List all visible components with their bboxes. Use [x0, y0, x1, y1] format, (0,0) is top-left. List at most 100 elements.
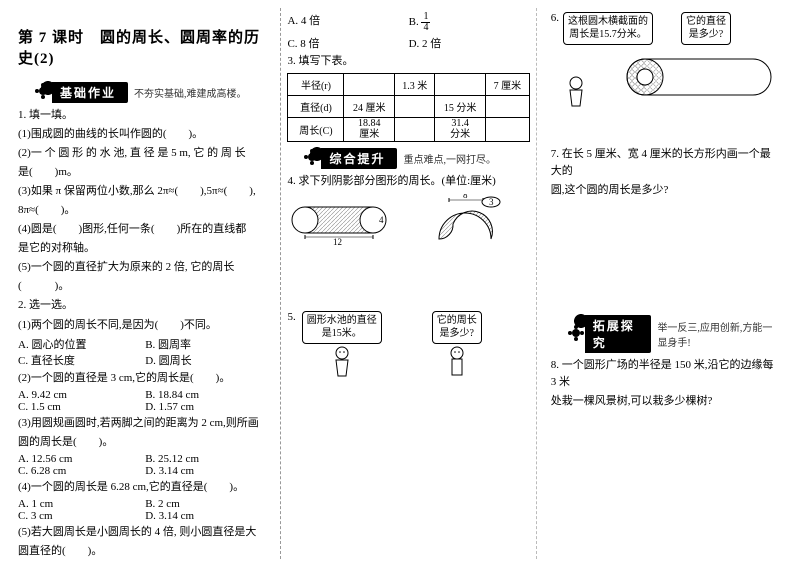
opt: C. 6.28 cm — [18, 465, 145, 477]
opt: C. 8 倍 — [287, 35, 408, 51]
q2-1-opts: A. 圆心的位置 B. 圆周率 C. 直径长度 D. 圆周长 — [18, 336, 272, 368]
q3-stem: 3. 填写下表。 — [287, 53, 529, 70]
q1-2a: (2)一 个 圆 形 的 水 池, 直 径 是 5 m, 它 的 周 长 — [18, 145, 272, 162]
q1-1: (1)围成圆的曲线的长叫作圆的( )。 — [18, 126, 272, 143]
ext-badge: 拓展探究 — [585, 315, 652, 353]
q2-5-optsAB: A. 4 倍 B. 14 — [287, 12, 529, 33]
bubble-text: 是多少? — [689, 29, 723, 40]
up-badge: 综合提升 — [321, 148, 397, 169]
speech-bubble: 圆形水池的直径 是15米。 — [302, 311, 382, 344]
column-right: 6. 这根圆木横截面的 周长是15.7分米。 它的直径 是多少? — [545, 8, 781, 559]
ext-sub: 举一反三,应用创新,方能一显身手! — [657, 319, 781, 349]
cell — [344, 74, 395, 96]
opt: A. 1 cm — [18, 498, 145, 510]
opt: A. 圆心的位置 — [18, 336, 145, 352]
opt: A. 4 倍 — [287, 12, 408, 33]
q1-3a: (3)如果 π 保留两位小数,那么 2π≈( ),5π≈( ), — [18, 183, 272, 200]
column-left: 第 7 课时 圆的周长、圆周率的历史(2) 基础作业 不夯实基础,难建成高楼。 … — [18, 8, 272, 559]
q1-stem: 1. 填一填。 — [18, 107, 272, 124]
cell — [435, 74, 486, 96]
opt: C. 1.5 cm — [18, 401, 145, 413]
crescent-shape-icon: 8 3 — [409, 194, 509, 257]
cell-text: 31.4 — [451, 118, 469, 129]
bubble-text: 周长是15.7分米。 — [569, 29, 647, 40]
svg-text:8: 8 — [463, 194, 468, 200]
opt: D. 1.57 cm — [145, 401, 272, 413]
table-row: 半径(r) 1.3 米 7 厘米 — [288, 74, 529, 96]
q4-figures: 4 12 8 3 — [291, 194, 529, 257]
basic-sub: 不夯实基础,难建成高楼。 — [134, 85, 247, 100]
th-c: 周长(C) — [288, 118, 344, 142]
q1-4b: 是它的对称轴。 — [18, 240, 272, 257]
opt: C. 直径长度 — [18, 352, 145, 368]
opt: B. 2 cm — [145, 498, 272, 510]
bubble-text: 是多少? — [439, 328, 473, 339]
cell — [485, 96, 529, 118]
bubble-text: 圆形水池的直径 — [307, 315, 377, 326]
q7a: 7. 在长 5 厘米、宽 4 厘米的长方形内画一个最大的 — [551, 146, 781, 180]
cell-text: 18.84 — [358, 118, 381, 129]
q6-label: 6. — [551, 12, 559, 24]
table-row: 周长(C) 18.84厘米 31.4分米 — [288, 118, 529, 142]
girl-icon — [329, 344, 355, 380]
bubble-text: 是15米。 — [322, 328, 362, 339]
q5-row: 5. 圆形水池的直径 是15米。 它的周长 是多少? — [287, 311, 529, 380]
svg-text:4: 4 — [379, 215, 384, 225]
svg-text:3: 3 — [489, 197, 494, 207]
q2-5-optsCD: C. 8 倍 D. 2 倍 — [287, 35, 529, 51]
speech-bubble: 它的周长 是多少? — [432, 311, 482, 344]
cell — [485, 118, 529, 142]
q6-row: 6. 这根圆木横截面的 周长是15.7分米。 它的直径 是多少? — [551, 12, 781, 110]
svg-text:12: 12 — [333, 237, 342, 247]
cell — [394, 118, 434, 142]
opt: C. 3 cm — [18, 510, 145, 522]
track-shape-icon: 4 12 — [291, 199, 387, 252]
up-sub: 重点难点,一网打尽。 — [403, 151, 496, 166]
opt: B. 圆周率 — [145, 336, 272, 352]
q2-5a: (5)若大圆周长是小圆周长的 4 倍, 则小圆直径是大 — [18, 524, 272, 541]
q2-4: (4)一个圆的周长是 6.28 cm,它的直径是( )。 — [18, 479, 272, 496]
q1-2b: 是( )m。 — [18, 164, 272, 181]
opt: D. 圆周长 — [145, 352, 272, 368]
q5-label: 5. — [287, 311, 295, 323]
q1-5a: (5)一个圆的直径扩大为原来的 2 倍, 它的周长 — [18, 259, 272, 276]
cell: 1.3 米 — [394, 74, 434, 96]
th-r: 半径(r) — [288, 74, 344, 96]
cell: 24 厘米 — [344, 96, 395, 118]
log-cylinder-icon — [623, 51, 773, 106]
q1-5b: ( )。 — [18, 278, 272, 295]
fraction-icon: 14 — [421, 12, 430, 33]
section-up-header: 综合提升 重点难点,一网打尽。 — [287, 148, 529, 169]
boy-icon — [444, 344, 470, 380]
q2-3b: 圆的周长是( )。 — [18, 434, 272, 451]
opt: B. 14 — [409, 12, 530, 33]
opt: A. 12.56 cm — [18, 453, 145, 465]
q1-4a: (4)圆是( )图形,任何一条( )所在的直线都 — [18, 221, 272, 238]
q2-5b: 圆直径的( )。 — [18, 543, 272, 560]
bubble-text: 它的直径 — [686, 16, 726, 27]
th-d: 直径(d) — [288, 96, 344, 118]
q2-4-opts: A. 1 cm B. 2 cm C. 3 cm D. 3.14 cm — [18, 498, 272, 522]
lesson-title: 第 7 课时 圆的周长、圆周率的历史(2) — [18, 26, 272, 68]
opt: D. 3.14 cm — [145, 510, 272, 522]
bubble-text: 这根圆木横截面的 — [568, 16, 648, 27]
column-middle: A. 4 倍 B. 14 C. 8 倍 D. 2 倍 3. 填写下表。 半径(r… — [280, 8, 536, 559]
opt: D. 3.14 cm — [145, 465, 272, 477]
section-ext-header: 拓展探究 举一反三,应用创新,方能一显身手! — [551, 315, 781, 353]
q2-stem: 2. 选一选。 — [18, 297, 272, 314]
girl-icon — [563, 74, 589, 110]
q7b: 圆,这个圆的周长是多少? — [551, 182, 781, 199]
q4-stem: 4. 求下列阴影部分图形的周长。(单位:厘米) — [287, 173, 529, 190]
opt: B. 25.12 cm — [145, 453, 272, 465]
q8a: 8. 一个圆形广场的半径是 150 米,沿它的边缘每 3 米 — [551, 357, 781, 391]
cell — [394, 96, 434, 118]
q2-2: (2)一个圆的直径是 3 cm,它的周长是( )。 — [18, 370, 272, 387]
speech-bubble: 它的直径 是多少? — [681, 12, 731, 45]
basic-badge: 基础作业 — [52, 82, 128, 103]
opt: D. 2 倍 — [409, 35, 530, 51]
fill-table: 半径(r) 1.3 米 7 厘米 直径(d) 24 厘米 15 分米 周长(C)… — [287, 73, 529, 142]
cell: 31.4分米 — [435, 118, 486, 142]
cell: 7 厘米 — [485, 74, 529, 96]
table-row: 直径(d) 24 厘米 15 分米 — [288, 96, 529, 118]
q2-2-opts: A. 9.42 cm B. 18.84 cm C. 1.5 cm D. 1.57… — [18, 389, 272, 413]
